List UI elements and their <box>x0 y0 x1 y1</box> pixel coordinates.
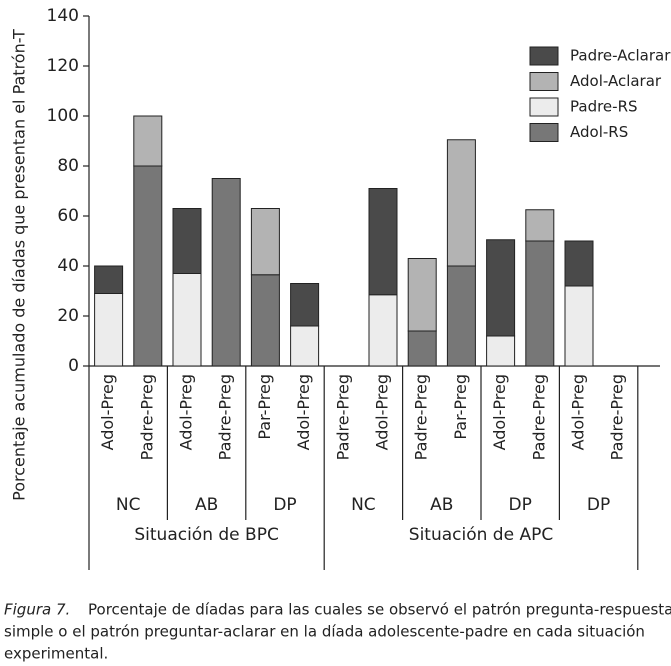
y-tick-label: 100 <box>47 106 79 126</box>
group-label: AB <box>430 495 453 515</box>
bar-segment <box>290 325 320 367</box>
legend-swatch <box>529 72 559 91</box>
supergroup-label: Situación de APC <box>409 525 553 545</box>
bar-segment <box>250 274 280 367</box>
bar-segment <box>486 335 516 367</box>
bar-segment <box>172 208 202 274</box>
caption-label: Figura 7. <box>4 601 70 619</box>
group-label: NC <box>351 495 376 515</box>
x-tick-label: Adol-Preg <box>373 374 392 450</box>
legend-label: Adol-Aclarar <box>570 72 662 90</box>
x-tick-label: Padre-Preg <box>216 374 235 460</box>
group-label: AB <box>195 495 218 515</box>
y-tick-label: 140 <box>47 6 79 26</box>
bar-segment <box>133 165 163 367</box>
x-tick-label: Par-Preg <box>451 374 470 440</box>
group-label: DP <box>587 495 610 515</box>
supergroup-label: Situación de BPC <box>134 525 278 545</box>
x-tick-label: Padre-Preg <box>333 374 352 460</box>
x-tick-label: Par-Preg <box>255 374 274 440</box>
bar-segment <box>172 273 202 367</box>
y-tick-label: 20 <box>57 306 79 326</box>
x-tick-label: Adol-Preg <box>98 374 117 450</box>
bar-segment <box>486 239 516 337</box>
x-tick-label: Padre-Preg <box>412 374 431 460</box>
bar-segment <box>368 188 398 296</box>
x-tick-label: Adol-Preg <box>294 374 313 450</box>
bar-segment <box>446 139 476 267</box>
x-tick-label: Padre-Preg <box>608 374 627 460</box>
x-tick-label: Padre-Preg <box>529 374 548 460</box>
bar-segment <box>525 240 555 367</box>
bar-segment <box>446 265 476 367</box>
legend-label: Adol-RS <box>570 123 628 141</box>
bar-segment <box>211 178 241 367</box>
group-label: DP <box>509 495 532 515</box>
caption-line: experimental. <box>4 645 108 663</box>
bar-segment <box>564 285 594 367</box>
bar-segment <box>290 283 320 327</box>
bar-segment <box>525 209 555 242</box>
y-tick-label: 40 <box>57 256 79 276</box>
caption-line: Porcentaje de díadas para las cuales se … <box>88 601 671 619</box>
y-tick-label: 120 <box>47 56 79 76</box>
group-label: DP <box>273 495 296 515</box>
caption-line: simple o el patrón preguntar-aclarar en … <box>4 623 645 641</box>
x-tick-label: Adol-Preg <box>490 374 509 450</box>
x-tick-label: Padre-Preg <box>137 374 156 460</box>
legend-label: Padre-Aclarar <box>570 47 671 65</box>
bar-segment <box>133 115 163 167</box>
bar-segment <box>250 208 280 276</box>
bar-segment <box>94 265 124 294</box>
y-tick-label: 60 <box>57 206 79 226</box>
bar-segment <box>407 330 437 367</box>
x-tick-label: Adol-Preg <box>177 374 196 450</box>
bar-segment <box>368 294 398 367</box>
bar-segment <box>94 293 124 367</box>
bar-segment <box>407 258 437 332</box>
legend-swatch <box>529 97 559 117</box>
legend-swatch <box>529 46 559 66</box>
bar-segment <box>564 240 594 287</box>
y-tick-label: 80 <box>57 156 79 176</box>
x-tick-label: Adol-Preg <box>569 374 588 450</box>
group-label: NC <box>116 495 141 515</box>
y-tick-label: 0 <box>68 356 79 376</box>
legend-swatch <box>529 123 559 142</box>
legend-label: Padre-RS <box>570 98 638 116</box>
y-axis-label: Porcentaje acumulado de díadas que prese… <box>10 29 29 501</box>
